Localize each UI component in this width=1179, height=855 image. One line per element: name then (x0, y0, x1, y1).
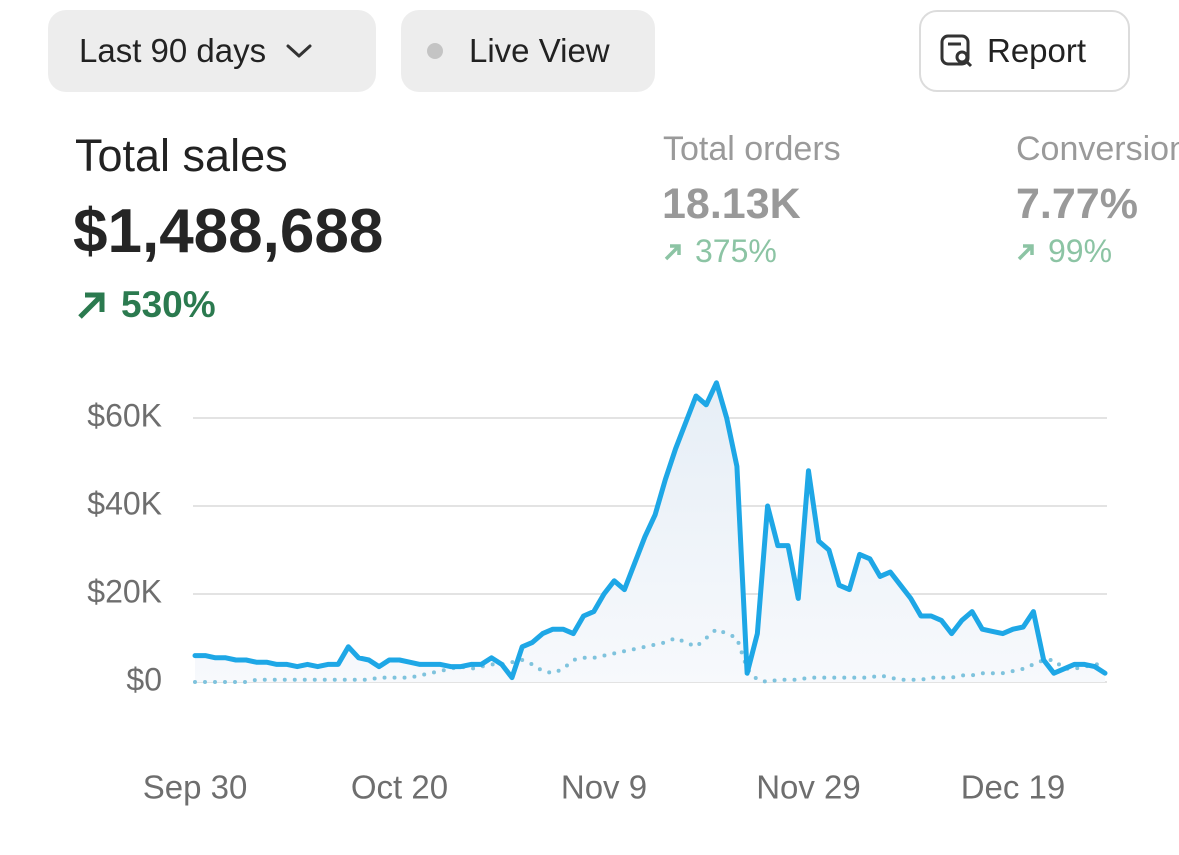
metric-value: 18.13K (662, 180, 801, 228)
metric-label: Total sales (75, 130, 288, 181)
x-tick-label: Dec 19 (961, 769, 1066, 806)
metric-change-text: 99% (1048, 233, 1113, 269)
range-label: Last 90 days (79, 32, 267, 69)
metric-value: $1,488,688 (73, 197, 384, 266)
metric-label: Total orders (663, 130, 841, 168)
x-tick-label: Nov 29 (756, 769, 861, 806)
live-label: Live View (469, 32, 610, 69)
x-tick-label: Oct 20 (351, 769, 448, 806)
x-tick-label: Sep 30 (143, 769, 248, 806)
live-view-button[interactable]: Live View (401, 10, 655, 92)
up-arrow (664, 243, 681, 260)
report-button[interactable]: Report (919, 10, 1130, 92)
metric-value: 7.77% (1016, 180, 1138, 228)
y-tick-label: $60K (87, 397, 162, 433)
x-tick-label: Nov 9 (561, 769, 647, 806)
live-dot (427, 43, 443, 59)
y-tick-label: $40K (87, 485, 162, 521)
report-icon (940, 34, 973, 68)
metric-change: 375% (663, 233, 777, 270)
chevron-icon (286, 44, 312, 58)
up-arrow (1017, 243, 1034, 260)
metric-change-text: 375% (695, 233, 777, 269)
range-button[interactable]: Last 90 days (48, 10, 376, 92)
comparison-line (193, 627, 1107, 684)
y-tick-label: $20K (87, 573, 162, 609)
report-label: Report (987, 32, 1087, 69)
up-arrow (78, 292, 105, 319)
sales-line (192, 380, 1108, 681)
metric-change: 530% (75, 284, 216, 326)
area (195, 382, 1105, 682)
metric-label: Conversion (1016, 130, 1179, 168)
metric-change-text: 530% (121, 284, 216, 325)
y-tick-label: $0 (126, 661, 162, 697)
metric-change: 99% (1016, 233, 1112, 270)
